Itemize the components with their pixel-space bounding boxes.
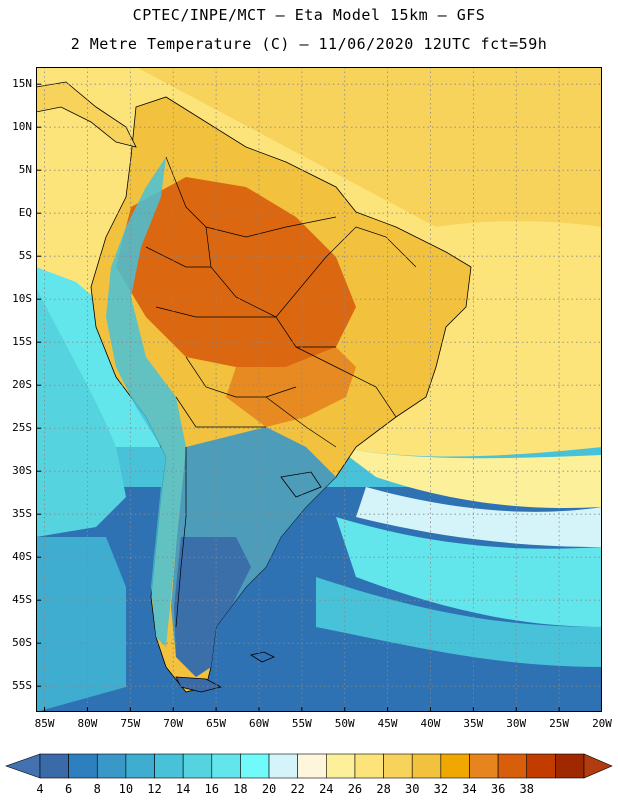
- longitude-label: 35W: [463, 717, 484, 730]
- colorbar-label: 32: [433, 782, 449, 796]
- colorbar-cell: [96, 753, 127, 779]
- colorbar-label: 14: [175, 782, 191, 796]
- latitude-label: 50S: [12, 636, 32, 650]
- ocean-band-18: [356, 487, 602, 547]
- colorbar-label: 24: [319, 782, 334, 796]
- map-title-line2: 2 Metre Temperature (C) – 11/06/2020 12U…: [70, 35, 548, 53]
- amazon-hot-region: [116, 177, 356, 367]
- longitude-label: 55W: [291, 717, 312, 730]
- colorbar-label: 10: [118, 782, 134, 796]
- colorbar-cell: [68, 753, 98, 779]
- colorbar-cell: [411, 753, 442, 779]
- latitude-label: 45S: [12, 593, 32, 607]
- latitude-label: 5S: [18, 249, 32, 263]
- longitude-label: 40W: [420, 717, 441, 730]
- longitude-label: 50W: [334, 717, 355, 730]
- colorbar-label: 30: [404, 782, 420, 796]
- longitude-label: 25W: [549, 717, 570, 730]
- ocean-band-24: [336, 447, 602, 508]
- latitude-label: 55S: [12, 679, 32, 693]
- colorbar-label: 22: [290, 782, 305, 796]
- atlantic-north-band: [36, 67, 602, 227]
- colorbar-cell: [469, 753, 499, 779]
- colorbar-label: 6: [65, 782, 73, 796]
- colorbar-cell: [182, 753, 213, 779]
- colorbar-cell: [240, 753, 270, 779]
- latitude-label: EQ: [18, 206, 32, 220]
- colorbar-cell: [268, 753, 298, 779]
- patagonia-cold: [174, 537, 251, 677]
- lagoon-outline: [280, 471, 322, 498]
- colorbar-label: 16: [204, 782, 219, 796]
- longitude-label: 65W: [206, 717, 227, 730]
- country-borders: [145, 156, 417, 628]
- colorbar-label: 8: [93, 782, 101, 796]
- latitude-label: 5N: [18, 163, 32, 177]
- colorbar-cell: [39, 753, 69, 779]
- andes-cool-strip: [106, 157, 186, 647]
- colorbar-label: 12: [147, 782, 162, 796]
- colorbar-cell: [354, 753, 384, 779]
- latitude-label: 10N: [12, 120, 32, 134]
- colorbar-under-arrow: [5, 753, 41, 779]
- map-border: [36, 67, 602, 712]
- colorbar-label: 20: [261, 782, 277, 796]
- colorbar-label: 34: [462, 782, 477, 796]
- temperature-colorbar: [5, 753, 613, 779]
- longitude-label: 80W: [77, 717, 98, 730]
- central-america-land: [36, 81, 137, 148]
- latitude-label: 25S: [12, 421, 32, 435]
- colorbar-cell: [297, 753, 327, 779]
- colorbar-cell: [526, 753, 556, 779]
- latitude-label: 30S: [12, 464, 32, 478]
- colorbar-label: 36: [490, 782, 506, 796]
- colorbar-cell: [326, 753, 356, 779]
- pacific-south-band: [36, 537, 126, 712]
- latitude-label: 35S: [12, 507, 32, 521]
- map-panel: [36, 67, 602, 712]
- colorbar-cell: [383, 753, 413, 779]
- longitude-label: 85W: [34, 717, 55, 730]
- map-title-line1: CPTEC/INPE/MCT – Eta Model 15km – GFS: [132, 6, 486, 24]
- colorbar-label: 18: [233, 782, 248, 796]
- longitude-label: 45W: [377, 717, 398, 730]
- temperature-map: [36, 67, 602, 712]
- colorbar-cell: [497, 753, 528, 779]
- longitude-label: 60W: [249, 717, 269, 730]
- latitude-label: 15S: [12, 335, 32, 349]
- colorbar-cell: [555, 753, 585, 779]
- colorbar-label: 38: [519, 782, 534, 796]
- colorbar-cell: [154, 753, 184, 779]
- colorbar-label: 4: [36, 782, 44, 796]
- colorbar-cell: [125, 753, 155, 779]
- longitude-label: 75W: [120, 717, 141, 730]
- latitude-label: 15N: [12, 77, 32, 91]
- colorbar-over-arrow: [583, 753, 613, 779]
- ocean-band-16-south: [336, 517, 602, 627]
- longitude-label: 70W: [163, 717, 184, 730]
- falkland-islands: [249, 651, 275, 663]
- colorbar-cell: [440, 753, 470, 779]
- interior-warm-region: [226, 347, 356, 427]
- longitude-label: 20W: [592, 717, 612, 730]
- pacific-cool-band: [36, 287, 126, 537]
- latitude-label: 20S: [12, 378, 32, 392]
- longitude-label: 30W: [506, 717, 527, 730]
- latitude-label: 10S: [12, 292, 32, 306]
- colorbar-label: 28: [376, 782, 391, 796]
- latitude-label: 40S: [12, 550, 32, 564]
- colorbar-label: 26: [347, 782, 363, 796]
- colorbar-cell: [211, 753, 241, 779]
- tierra-del-fuego: [175, 676, 223, 693]
